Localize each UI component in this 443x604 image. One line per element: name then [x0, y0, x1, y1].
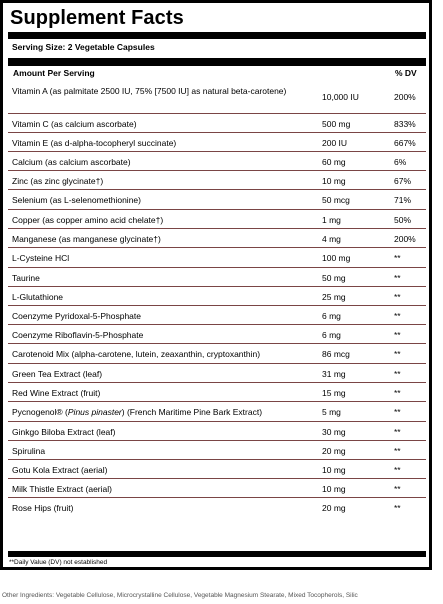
nutrient-row: L-Cysteine HCl 100 mg ** [8, 247, 426, 267]
nutrient-amount: 50 mcg [322, 195, 350, 205]
nutrient-row: L-Glutathione 25 mg ** [8, 286, 426, 305]
nutrient-amount: 10 mg [322, 465, 346, 475]
nutrient-name: L-Cysteine HCl [12, 253, 70, 263]
nutrient-row: Calcium (as calcium ascorbate) 60 mg 6% [8, 151, 426, 170]
nutrient-dv: ** [394, 349, 401, 359]
nutrient-amount: 100 mg [322, 253, 351, 263]
nutrient-row: Coenzyme Riboflavin-5-Phosphate 6 mg ** [8, 324, 426, 343]
nutrient-amount: 4 mg [322, 234, 341, 244]
nutrient-dv: ** [394, 273, 401, 283]
nutrient-name: Red Wine Extract (fruit) [12, 388, 101, 398]
nutrient-dv: ** [394, 407, 401, 417]
nutrient-row: Ginkgo Biloba Extract (leaf) 30 mg ** [8, 421, 426, 440]
nutrient-amount: 31 mg [322, 369, 346, 379]
nutrient-row: Vitamin C (as calcium ascorbate) 500 mg 83… [8, 113, 426, 132]
nutrient-amount: 10 mg [322, 176, 346, 186]
nutrient-dv: ** [394, 253, 401, 263]
nutrient-name: Selenium (as L-selenomethionine) [12, 195, 141, 205]
supplement-facts-panel: Supplement Facts [0, 0, 432, 570]
nutrient-row: Vitamin E (as d-alpha-tocopheryl succina… [8, 132, 426, 151]
nutrient-row: Spirulina 20 mg ** [8, 440, 426, 459]
nutrient-row: Copper (as copper amino acid chelate†) 1 … [8, 209, 426, 228]
nutrient-dv: ** [394, 503, 401, 513]
nutrient-name: Coenzyme Riboflavin-5-Phosphate [12, 330, 144, 340]
nutrient-dv: ** [394, 330, 401, 340]
nutrient-name: Taurine [12, 273, 40, 283]
nutrient-row: Gotu Kola Extract (aerial) 10 mg ** [8, 459, 426, 478]
thick-rule-middle [8, 58, 426, 66]
nutrient-amount: 15 mg [322, 388, 346, 398]
nutrient-name: Green Tea Extract (leaf) [12, 369, 103, 379]
nutrient-amount: 30 mg [322, 427, 346, 437]
nutrient-amount: 10 mg [322, 484, 346, 494]
amount-per-serving-header: Amount Per Serving [13, 68, 95, 78]
nutrient-name: Vitamin E (as d-alpha-tocopheryl succina… [12, 138, 177, 148]
footnote: **Daily Value (DV) not established [9, 559, 108, 566]
nutrient-name: Coenzyme Pyridoxal-5-Phosphate [12, 311, 141, 321]
other-ingredients: Other Ingredients: Vegetable Cellulose, … [2, 592, 358, 599]
nutrient-dv: ** [394, 484, 401, 494]
nutrient-name: Gotu Kola Extract (aerial) [12, 465, 108, 475]
nutrient-name: Vitamin A (as palmitate 2500 IU, 75% [75… [12, 86, 287, 96]
thick-rule-bottom [8, 551, 426, 557]
nutrient-dv: 6% [394, 157, 407, 167]
nutrient-name: Manganese (as manganese glycinate†) [12, 234, 161, 244]
nutrient-amount: 50 mg [322, 273, 346, 283]
nutrient-amount: 20 mg [322, 446, 346, 456]
nutrient-row: Rose Hips (fruit) 20 mg ** [8, 497, 426, 517]
nutrient-name: Milk Thistle Extract (aerial) [12, 484, 112, 494]
nutrient-row: Green Tea Extract (leaf) 31 mg ** [8, 363, 426, 382]
nutrient-dv: 50% [394, 215, 412, 225]
nutrient-table: Vitamin A (as palmitate 2500 IU, 75% [75… [8, 81, 426, 517]
nutrient-amount: 60 mg [322, 157, 346, 167]
nutrient-dv: 200% [394, 234, 416, 244]
nutrient-row: Coenzyme Pyridoxal-5-Phosphate 6 mg ** [8, 305, 426, 324]
nutrient-dv: 667% [394, 138, 416, 148]
nutrient-row: Milk Thistle Extract (aerial) 10 mg ** [8, 478, 426, 497]
nutrient-name: L-Glutathione [12, 292, 64, 302]
nutrient-name: Pycnogenol® (Pinus pinaster) (French Mar… [12, 407, 263, 417]
nutrient-amount: 500 mg [322, 119, 351, 129]
nutrient-row: Red Wine Extract (fruit) 15 mg ** [8, 382, 426, 401]
nutrient-row: Zinc (as zinc glycinate†) 10 mg 67% [8, 170, 426, 189]
nutrient-amount: 6 mg [322, 311, 341, 321]
nutrient-dv: ** [394, 311, 401, 321]
nutrient-amount: 5 mg [322, 407, 341, 417]
nutrient-amount: 10,000 IU [322, 92, 359, 102]
nutrient-amount: 6 mg [322, 330, 341, 340]
nutrient-amount: 1 mg [322, 215, 341, 225]
nutrient-dv: 71% [394, 195, 412, 205]
nutrient-name: Ginkgo Biloba Extract (leaf) [12, 427, 116, 437]
nutrient-name: Calcium (as calcium ascorbate) [12, 157, 131, 167]
nutrient-name: Rose Hips (fruit) [12, 503, 74, 513]
nutrient-row: Taurine 50 mg ** [8, 267, 426, 286]
nutrient-name: Vitamin C (as calcium ascorbate) [12, 119, 137, 129]
nutrient-name: Carotenoid Mix (alpha-carotene, lutein, … [12, 349, 261, 359]
nutrient-name: Zinc (as zinc glycinate†) [12, 176, 104, 186]
nutrient-row: Selenium (as L-selenomethionine) 50 mcg 71… [8, 189, 426, 209]
nutrient-dv: 200% [394, 92, 416, 102]
nutrient-name: Spirulina [12, 446, 46, 456]
nutrient-name: Copper (as copper amino acid chelate†) [12, 215, 164, 225]
nutrient-row: Manganese (as manganese glycinate†) 4 mg 2… [8, 228, 426, 247]
nutrient-amount: 20 mg [322, 503, 346, 513]
nutrient-row: Vitamin A (as palmitate 2500 IU, 75% [75… [8, 81, 426, 113]
serving-size: Serving Size: 2 Vegetable Capsules [12, 42, 155, 52]
nutrient-amount: 86 mcg [322, 349, 350, 359]
thick-rule-top [8, 32, 426, 39]
dv-header: % DV [395, 68, 417, 78]
nutrient-dv: 833% [394, 119, 416, 129]
nutrient-dv: ** [394, 369, 401, 379]
nutrient-dv: ** [394, 292, 401, 302]
nutrient-row: Carotenoid Mix (alpha-carotene, lutein, … [8, 343, 426, 363]
nutrient-amount: 25 mg [322, 292, 346, 302]
nutrient-dv: ** [394, 388, 401, 398]
nutrient-amount: 200 IU [322, 138, 348, 148]
nutrient-dv: ** [394, 427, 401, 437]
nutrient-dv: 67% [394, 176, 412, 186]
nutrient-dv: ** [394, 446, 401, 456]
nutrient-row: Pycnogenol® (Pinus pinaster) (French Mar… [8, 401, 426, 421]
nutrient-dv: ** [394, 465, 401, 475]
panel-title: Supplement Facts [10, 7, 184, 29]
